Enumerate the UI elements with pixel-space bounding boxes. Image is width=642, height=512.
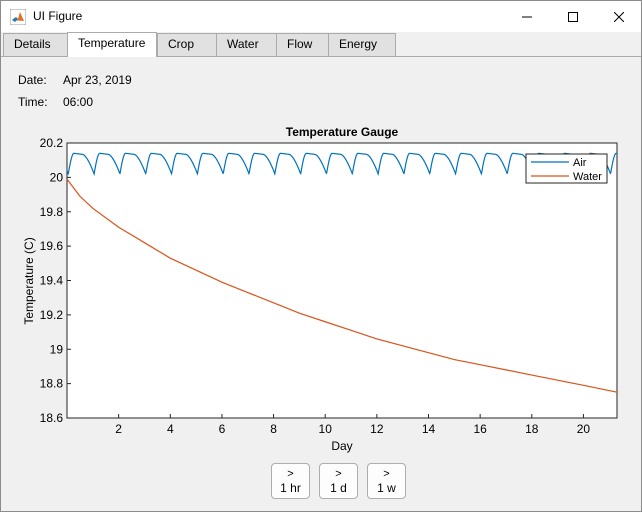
y-tick-label: 19.4 xyxy=(40,274,64,288)
matlab-logo-icon xyxy=(10,9,26,25)
minimize-icon xyxy=(522,16,532,17)
x-tick-label: 4 xyxy=(167,422,174,436)
legend-water-label: Water xyxy=(573,171,602,183)
tab-temperature[interactable]: Temperature xyxy=(67,32,157,57)
y-axis: 18.6 18.8 19 19.2 19.4 19.6 19.8 20 20.2 xyxy=(40,136,71,425)
y-tick-label: 18.6 xyxy=(40,411,64,425)
tab-bar: Details Temperature Crop Water Flow Ener… xyxy=(1,32,641,57)
x-tick-label: 10 xyxy=(319,422,333,436)
y-tick-label: 19.2 xyxy=(40,308,64,322)
x-tick-label: 14 xyxy=(422,422,436,436)
x-tick-label: 12 xyxy=(370,422,384,436)
x-tick-label: 8 xyxy=(270,422,277,436)
tab-flow[interactable]: Flow xyxy=(276,33,329,56)
series-air-line xyxy=(66,152,618,177)
plot-area xyxy=(66,142,618,419)
maximize-button[interactable] xyxy=(550,1,596,32)
minimize-button[interactable] xyxy=(504,1,550,32)
tab-water[interactable]: Water xyxy=(216,33,277,56)
advance-arrow-icon: > xyxy=(287,468,294,480)
y-axis-label: Temperature (C) xyxy=(22,237,36,324)
series-water-line xyxy=(66,178,618,393)
x-tick-label: 6 xyxy=(219,422,226,436)
x-tick-label: 18 xyxy=(525,422,539,436)
tab-details[interactable]: Details xyxy=(3,33,68,56)
advance-1-hour-button[interactable]: > 1 hr xyxy=(271,463,310,499)
y-tick-label: 18.8 xyxy=(40,377,64,391)
date-value: Apr 23, 2019 xyxy=(63,73,132,87)
advance-1-hour-label: 1 hr xyxy=(280,481,301,495)
maximize-icon xyxy=(568,11,578,22)
time-value: 06:00 xyxy=(63,95,94,109)
advance-arrow-icon: > xyxy=(383,468,390,480)
advance-arrow-icon: > xyxy=(335,468,342,480)
chart-title: Temperature Gauge xyxy=(286,125,399,139)
y-tick-label: 20 xyxy=(50,170,64,184)
tab-energy[interactable]: Energy xyxy=(328,33,396,56)
close-icon xyxy=(614,11,624,22)
advance-1-week-label: 1 w xyxy=(377,481,396,495)
x-axis-label: Day xyxy=(331,439,352,453)
close-button[interactable] xyxy=(596,1,642,32)
advance-1-week-button[interactable]: > 1 w xyxy=(367,463,406,499)
x-axis: 2 4 6 8 10 12 14 16 18 20 xyxy=(115,414,590,436)
legend: Air Water xyxy=(525,153,608,184)
temperature-chart: Temperature Gauge 18.6 18.8 19 19.2 19.4 19.6… xyxy=(22,125,618,453)
y-tick-label: 19 xyxy=(50,342,64,356)
advance-1-day-button[interactable]: > 1 d xyxy=(319,463,358,499)
time-label: Time: xyxy=(18,95,48,109)
tab-crop[interactable]: Crop xyxy=(157,33,217,56)
legend-air-label: Air xyxy=(573,157,587,169)
temperature-panel: Date: Apr 23, 2019 Time: 06:00 Temperatu… xyxy=(1,56,641,511)
title-bar: UI Figure xyxy=(1,1,641,32)
x-tick-label: 16 xyxy=(473,422,487,436)
window-title: UI Figure xyxy=(33,9,83,23)
x-tick-label: 2 xyxy=(115,422,122,436)
y-tick-label: 19.6 xyxy=(40,239,64,253)
x-tick-label: 20 xyxy=(577,422,591,436)
date-label: Date: xyxy=(18,73,47,87)
y-tick-label: 20.2 xyxy=(40,136,64,150)
y-tick-label: 19.8 xyxy=(40,205,64,219)
advance-1-day-label: 1 d xyxy=(330,481,347,495)
